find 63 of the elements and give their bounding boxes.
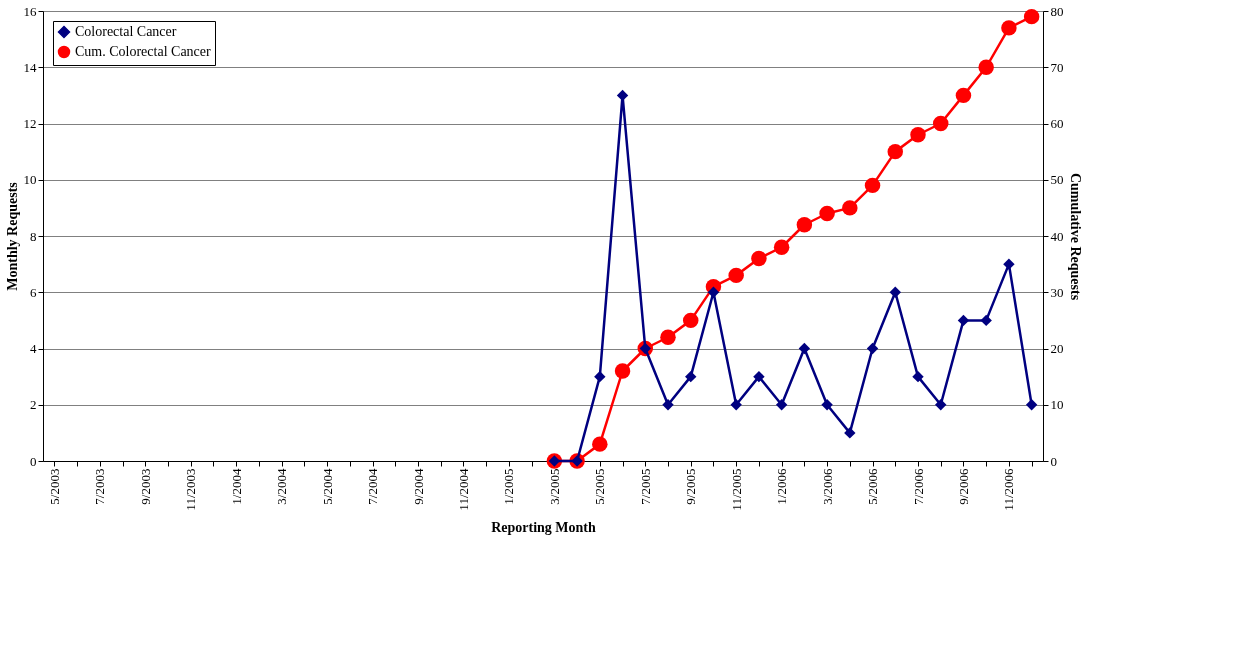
point <box>660 329 676 345</box>
x-tick-label: 1/2004 <box>228 468 244 505</box>
x-tick-label: 9/2005 <box>683 468 699 505</box>
x-tick-label: 1/2006 <box>774 468 790 505</box>
y-tick-label: 10 <box>23 172 37 188</box>
y2-tick-label: 80 <box>1050 3 1064 19</box>
point <box>842 200 858 216</box>
x-tick-label: 3/2005 <box>546 468 562 505</box>
x-tick-label: 3/2006 <box>819 468 835 505</box>
y2-tick-label: 0 <box>1050 453 1057 469</box>
point <box>773 239 790 255</box>
y2-tick-label: 50 <box>1050 172 1064 188</box>
y2-tick-label: 30 <box>1050 284 1064 300</box>
y2-tick-label: 40 <box>1050 228 1064 244</box>
point <box>910 127 926 143</box>
x-tick-label: 11/2006 <box>1001 468 1017 511</box>
x-tick-label: 5/2005 <box>592 468 608 505</box>
x-tick-label: 3/2004 <box>274 468 290 505</box>
y2-tick-label: 60 <box>1050 116 1064 131</box>
x-tick-label: 9/2006 <box>955 468 971 505</box>
point <box>932 115 949 132</box>
y-tick-label: 2 <box>30 397 37 413</box>
x-tick-label: 11/2005 <box>728 468 744 511</box>
point <box>796 217 813 233</box>
point <box>728 267 744 284</box>
x-tick-label: 9/2003 <box>137 468 153 505</box>
x-tick-label: 11/2004 <box>455 468 471 511</box>
point <box>819 205 835 222</box>
x-tick-label: 5/2004 <box>319 468 335 505</box>
x-tick-label: 7/2003 <box>92 468 108 505</box>
y-tick-label: 8 <box>30 228 37 244</box>
legend-label: Colorectal Cancer <box>75 24 177 39</box>
y2-tick-label: 10 <box>1050 397 1064 413</box>
y-tick-label: 14 <box>23 59 37 75</box>
x-axis-title: Reporting Month <box>491 519 597 535</box>
y2-tick-label: 70 <box>1050 59 1064 75</box>
point <box>614 363 631 379</box>
point <box>887 143 904 160</box>
legend-label: Cum. Colorectal Cancer <box>75 44 212 59</box>
y-tick-label: 12 <box>23 116 37 131</box>
y-tick-label: 6 <box>30 284 37 300</box>
x-tick-label: 7/2006 <box>910 468 926 505</box>
y-axis-title: Monthly Requests <box>4 181 20 291</box>
x-tick-label: 7/2004 <box>365 468 381 505</box>
y2-axis-title: Cumulative Requests <box>1067 172 1083 301</box>
x-tick-label: 11/2003 <box>183 468 199 511</box>
point <box>682 312 699 329</box>
point <box>1023 8 1040 25</box>
x-tick-label: 9/2004 <box>410 468 426 505</box>
x-tick-label: 5/2006 <box>865 468 881 505</box>
point <box>864 177 881 194</box>
point <box>592 436 608 452</box>
x-tick-label: 1/2005 <box>501 468 517 505</box>
y2-tick-label: 20 <box>1050 341 1064 356</box>
point <box>978 59 994 75</box>
point <box>955 87 972 104</box>
x-tick-label: 7/2005 <box>637 468 653 505</box>
y-tick-label: 4 <box>30 341 37 356</box>
y-tick-label: 0 <box>30 453 37 469</box>
y-tick-label: 16 <box>23 3 37 19</box>
point <box>1001 20 1017 36</box>
x-tick-label: 5/2003 <box>46 468 62 505</box>
point <box>751 250 767 267</box>
